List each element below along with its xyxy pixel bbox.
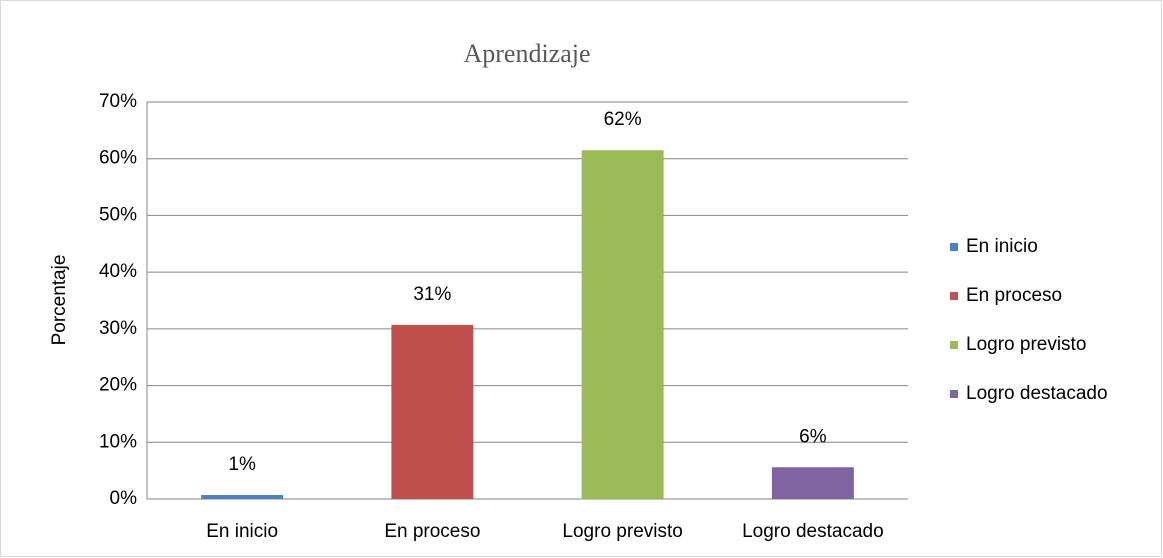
y-tick-label: 60% (99, 148, 137, 169)
y-tick-label: 70% (99, 91, 137, 112)
legend-label: Logro destacado (966, 383, 1108, 404)
x-tick-label: En inicio (206, 521, 278, 542)
y-tick-label: 50% (99, 204, 137, 225)
bar (581, 150, 664, 499)
x-tick-label: En proceso (384, 521, 480, 542)
value-label: 6% (799, 426, 827, 447)
y-tick-label: 20% (99, 375, 137, 396)
legend-label: En proceso (966, 285, 1062, 306)
x-tick-label: Logro previsto (562, 521, 682, 542)
legend-marker (950, 390, 958, 398)
x-tick-label: Logro destacado (742, 521, 884, 542)
y-tick-label: 0% (110, 488, 138, 509)
value-label: 31% (413, 284, 451, 305)
y-axis-label: Porcentaje (49, 255, 70, 346)
legend-label: En inicio (966, 236, 1038, 257)
y-tick-label: 30% (99, 318, 137, 339)
legend-label: Logro previsto (966, 334, 1086, 355)
y-tick-label: 10% (99, 431, 137, 452)
legend-marker (950, 292, 958, 300)
value-label: 62% (604, 109, 642, 130)
value-label: 1% (228, 454, 256, 475)
y-tick-label: 40% (99, 261, 137, 282)
bar (201, 495, 284, 499)
bar (391, 324, 474, 499)
chart-title: Aprendizaje (463, 39, 590, 68)
bar (771, 467, 854, 499)
legend-marker (950, 341, 958, 349)
legend-marker (950, 243, 958, 251)
